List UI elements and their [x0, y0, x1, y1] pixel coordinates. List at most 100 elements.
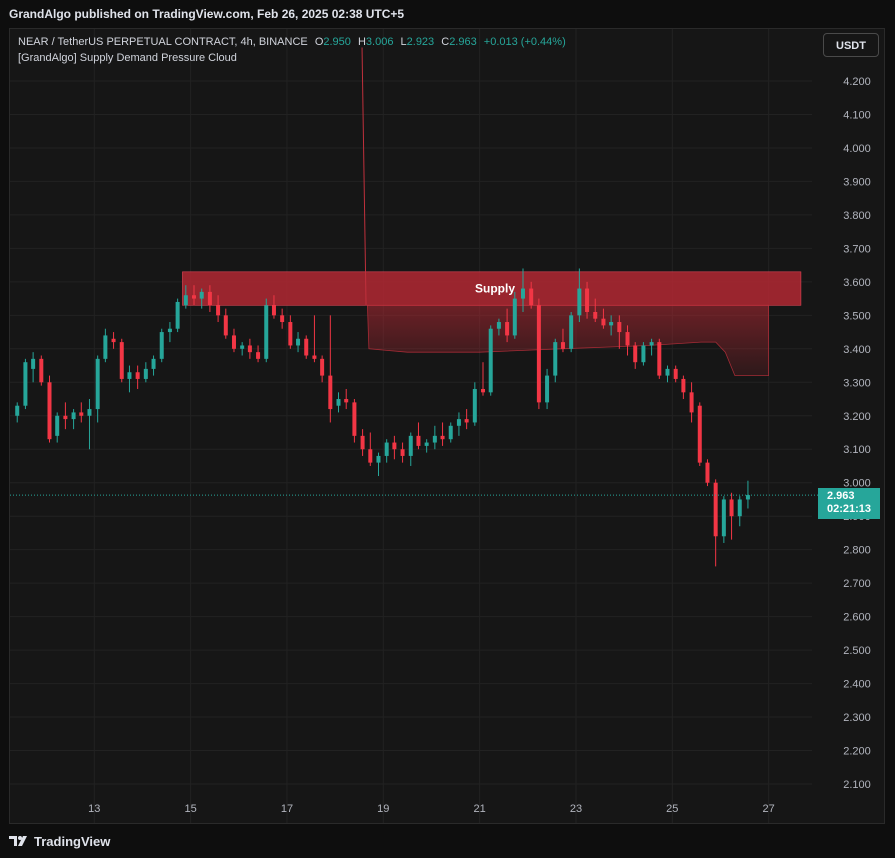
candle: [536, 298, 541, 410]
candle: [392, 435, 397, 460]
candle: [705, 459, 710, 487]
candle-body: [175, 301, 180, 329]
candle: [288, 315, 293, 349]
last-price-tag: 2.963 02:21:13: [818, 488, 880, 519]
symbol-title[interactable]: NEAR / TetherUS PERPETUAL CONTRACT, 4h, …: [18, 36, 308, 48]
candle: [408, 432, 413, 466]
x-tick-label: 19: [377, 803, 389, 815]
candle-body: [231, 335, 236, 349]
candle: [312, 315, 317, 363]
candle-body: [617, 322, 622, 333]
y-tick-label: 3.600: [843, 277, 871, 289]
candle: [159, 328, 164, 363]
candle-body: [79, 412, 84, 416]
candle: [488, 325, 493, 396]
candle-body: [360, 435, 365, 450]
candle-body: [223, 315, 228, 336]
candle-body: [520, 288, 525, 299]
candle: [384, 439, 389, 463]
low-label: L: [400, 36, 407, 48]
y-tick-label: 2.600: [843, 612, 871, 624]
candle-body: [280, 315, 285, 323]
candle-body: [689, 392, 694, 413]
candle: [456, 412, 461, 436]
candle: [352, 399, 357, 443]
candle: [553, 338, 558, 383]
candle-body: [641, 345, 646, 363]
candle-body: [496, 322, 501, 329]
candle: [729, 492, 734, 540]
candle: [39, 355, 44, 386]
candles: [15, 268, 750, 567]
grid-lines: [10, 29, 812, 823]
open-label: O: [314, 36, 324, 48]
candle-body: [432, 435, 437, 443]
candle-body: [536, 305, 541, 403]
candle-body: [207, 291, 212, 306]
candle-body: [312, 355, 317, 359]
candle: [520, 268, 525, 312]
candle: [601, 308, 606, 329]
candle-body: [464, 419, 469, 423]
candle-body: [296, 338, 301, 346]
candle-body: [344, 399, 349, 403]
candle: [63, 402, 68, 430]
candle-body: [737, 499, 742, 517]
x-tick-label: 23: [570, 803, 582, 815]
chart-legend: NEAR / TetherUS PERPETUAL CONTRACT, 4h, …: [18, 36, 566, 64]
candle-body: [625, 332, 630, 346]
candle: [481, 362, 486, 396]
candle-body: [384, 442, 389, 456]
high-label: H: [357, 36, 366, 48]
candle-body: [633, 345, 638, 363]
candle-body: [585, 288, 590, 312]
candle: [271, 295, 276, 319]
candle-body: [721, 499, 726, 537]
candle-body: [408, 435, 413, 456]
candle: [143, 362, 148, 383]
candle: [216, 295, 221, 323]
y-tick-label: 2.100: [843, 779, 871, 791]
x-tick-label: 15: [185, 803, 197, 815]
low-value: 2.923: [406, 36, 435, 48]
indicator-title[interactable]: [GrandAlgo] Supply Demand Pressure Cloud: [18, 52, 237, 64]
candle-body: [247, 345, 252, 353]
candle: [545, 368, 550, 410]
candle-body: [472, 388, 477, 423]
candle-body: [336, 399, 341, 406]
candle-body: [448, 425, 453, 440]
candle-body: [553, 342, 558, 376]
candle-body: [135, 372, 140, 379]
supply-label: Supply: [475, 282, 515, 296]
candle: [31, 352, 36, 383]
candle: [344, 388, 349, 410]
currency-button[interactable]: USDT: [823, 33, 879, 57]
close-label: C: [441, 36, 450, 48]
candle-body: [183, 295, 188, 306]
candle: [256, 345, 261, 363]
candle-body: [352, 402, 357, 436]
footer-brand[interactable]: TradingView: [9, 831, 110, 851]
pressure-cloud: [366, 304, 769, 377]
candle: [79, 402, 84, 423]
candle: [737, 496, 742, 527]
candle: [585, 281, 590, 319]
candle: [231, 328, 236, 353]
candle: [240, 342, 245, 356]
candle-body: [87, 409, 92, 416]
chart-frame: [9, 28, 885, 824]
candle: [368, 432, 373, 466]
candle: [657, 338, 662, 379]
candle-body: [288, 322, 293, 346]
candle: [23, 358, 28, 410]
candle: [416, 422, 421, 450]
candle: [376, 452, 381, 477]
candle-body: [481, 388, 486, 393]
candle: [713, 479, 718, 567]
candle: [87, 399, 92, 450]
candle-body: [745, 495, 750, 500]
candle: [55, 412, 60, 443]
y-tick-label: 2.700: [843, 578, 871, 590]
candle-body: [143, 368, 148, 379]
